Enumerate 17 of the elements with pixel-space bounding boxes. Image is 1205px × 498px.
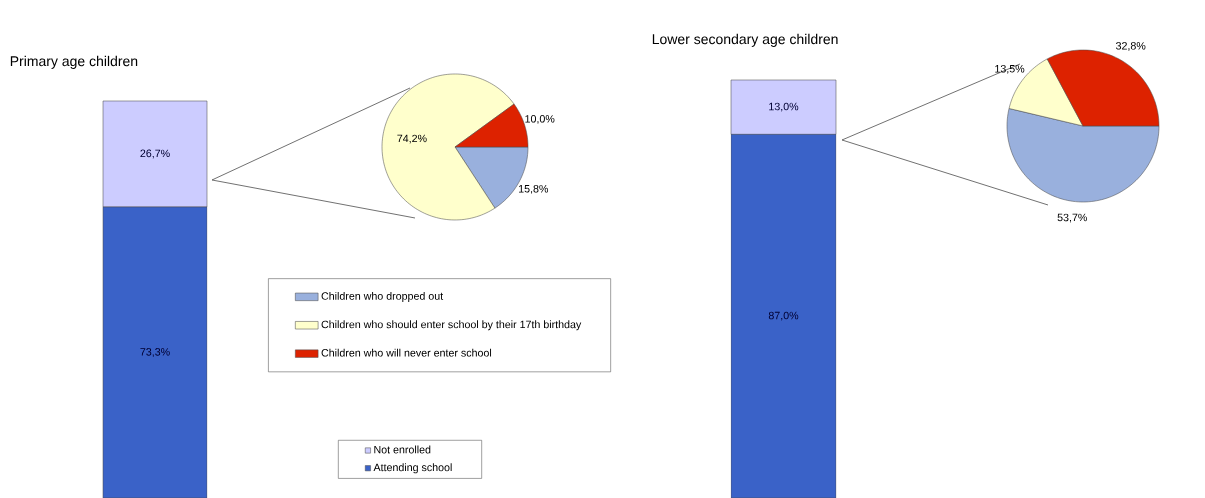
chart-title: Lower secondary age children	[652, 33, 838, 47]
legend-label: Not enrolled	[374, 445, 431, 454]
legend-label: Children who should enter school by their 17th birthday	[321, 320, 582, 331]
legend-label: Attending school	[373, 463, 452, 474]
data-label: 53,7%	[1057, 213, 1087, 223]
data-label: 13,5%	[995, 64, 1025, 74]
legend-label: Children who will never enter school	[321, 348, 492, 357]
data-label: 73,3%	[140, 348, 170, 357]
chart-title: Primary age children	[10, 55, 138, 69]
data-label: 74,2%	[397, 134, 427, 144]
data-label: 10,0%	[525, 115, 555, 124]
data-label: 26,7%	[140, 149, 170, 159]
data-label: 87,0%	[768, 311, 799, 321]
data-label: 32,8%	[1115, 42, 1146, 51]
data-label: 13,0%	[769, 102, 799, 112]
legend-label: Children who dropped out	[321, 291, 444, 302]
data-label: 15,8%	[519, 185, 549, 194]
